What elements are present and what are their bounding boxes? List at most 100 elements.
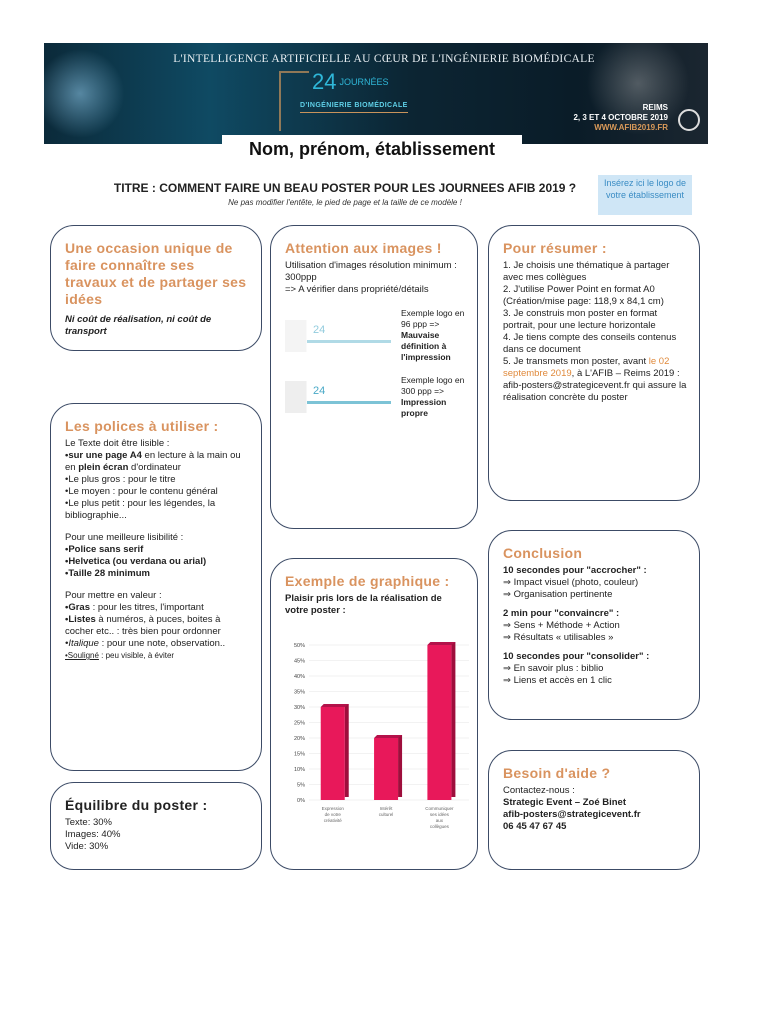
conclusion-item: ⇒ Liens et accès en 1 clic (503, 675, 612, 686)
conclusion-h1: 10 secondes pour "accrocher" : (503, 565, 647, 576)
text: : peu visible, à éviter (98, 651, 175, 660)
polices-line4: •Le plus petit : pour les légendes, la b… (65, 498, 216, 521)
x-category-label: Communiquer (425, 806, 454, 811)
equilibre-heading: Équilibre du poster : (65, 797, 208, 813)
bar-side (398, 735, 403, 797)
images-heading: Attention aux images ! (285, 240, 442, 256)
example-caption: Exemple logo en 96 ppp => (401, 308, 465, 329)
valeur-intro: Pour mettre en valeur : (65, 590, 162, 601)
conclusion-item: ⇒ En savoir plus : biblio (503, 663, 604, 674)
text: à numéros, à puces, boites à cocher etc.… (65, 614, 221, 637)
example-verdict: Mauvaise définition à l'impression (401, 330, 451, 362)
example-verdict: Impression propre (401, 397, 447, 418)
text: : pour une note, observation.. (98, 638, 226, 649)
step-4: 4. Je tiens compte des conseils contenus… (503, 332, 677, 355)
edition-suffix: JOURNÉES (339, 77, 389, 87)
step-3: 3. Je construis mon poster en format por… (503, 308, 658, 331)
conclusion-heading: Conclusion (503, 545, 583, 561)
x-category-label: culturel (379, 812, 394, 817)
y-tick-label: 25% (294, 721, 305, 727)
aide-org: Strategic Event – Zoé Binet (503, 797, 627, 808)
text-bold: •Gras (65, 602, 90, 613)
low-res-logo: 24 (285, 319, 393, 352)
logo-example-300: 24 Exemple logo en 300 ppp => Impression … (285, 375, 469, 419)
lisibilite-3: •Taille 28 minimum (65, 568, 150, 579)
y-tick-label: 45% (294, 659, 305, 665)
y-tick-label: 30% (294, 705, 305, 711)
deadline: le 02 septembre 2019 (503, 356, 670, 379)
x-category-label: ses idées (430, 812, 450, 817)
x-category-label: de votre (325, 812, 342, 817)
cell-graphic (578, 43, 698, 144)
ai-face-graphic (44, 43, 134, 144)
conclusion-item: ⇒ Impact visuel (photo, couleur) (503, 577, 639, 588)
polices-box: Les polices à utiliser : Le Texte doit ê… (50, 403, 262, 771)
conclusion-item: ⇒ Sens + Méthode + Action (503, 620, 620, 631)
text: : pour les titres, l'important (89, 602, 204, 613)
banner-title: L'INTELLIGENCE ARTIFICIELLE AU CŒUR DE L… (173, 53, 595, 65)
example-caption: Exemple logo en 300 ppp => (401, 375, 465, 396)
bar-side (344, 704, 349, 797)
y-tick-label: 35% (294, 690, 305, 696)
images-box: Attention aux images ! Utilisation d'ima… (270, 225, 478, 529)
aide-heading: Besoin d'aide ? (503, 765, 611, 781)
equilibre-images: Images: 40% (65, 829, 121, 840)
aide-box: Besoin d'aide ? Contactez-nous : Strateg… (488, 750, 700, 870)
step-1: 1. Je choisis une thématique à partager … (503, 260, 670, 283)
step-2: 2. J'utilise Power Point en format A0 (503, 284, 655, 295)
logo-placeholder: Insérez ici le logo de votre établisseme… (598, 175, 692, 215)
logo-text: 24 (313, 323, 326, 336)
text: d'ordinateur (128, 462, 181, 473)
y-tick-label: 40% (294, 674, 305, 680)
resumer-heading: Pour résumer : (503, 240, 607, 256)
occasion-box: Une occasion unique de faire connaître s… (50, 225, 262, 351)
bar-top (374, 735, 403, 738)
aide-email[interactable]: afib-posters@strategicevent.fr (503, 809, 641, 820)
x-category-label: créativité (324, 818, 343, 823)
polices-heading: Les polices à utiliser : (65, 418, 219, 434)
bar-side (451, 642, 456, 797)
graph-box: Exemple de graphique : Plaisir pris lors… (270, 558, 478, 870)
conclusion-h3: 10 secondes pour "consolider" : (503, 651, 650, 662)
banner-event: D'INGÉNIERIE BIOMÉDICALE (300, 101, 408, 113)
text-bold: •sur une page A4 (65, 450, 142, 461)
polices-line2: •Le plus gros : pour le titre (65, 474, 176, 485)
bar (374, 738, 399, 800)
conclusion-item: ⇒ Organisation pertinente (503, 589, 613, 600)
y-tick-label: 20% (294, 736, 305, 742)
bar-top (427, 642, 456, 645)
banner-info: REIMS 2, 3 ET 4 OCTOBRE 2019 WWW.AFIB201… (573, 103, 668, 133)
x-category-label: Expression (322, 806, 345, 811)
y-tick-label: 0% (297, 798, 305, 804)
resumer-box: Pour résumer : 1. Je choisis une thémati… (488, 225, 700, 501)
polices-line3: •Le moyen : pour le contenu général (65, 486, 218, 497)
graph-heading: Exemple de graphique : (285, 573, 450, 589)
polices-intro: Le Texte doit être lisible : (65, 438, 170, 449)
bar (320, 707, 345, 800)
y-tick-label: 10% (294, 767, 305, 773)
x-category-label: Intérêt (380, 806, 394, 811)
y-tick-label: 5% (297, 783, 305, 789)
banner-edition: 24 JOURNÉES (312, 69, 389, 95)
images-check: => A vérifier dans propriété/détails (285, 284, 429, 295)
aide-phone: 06 45 47 67 45 (503, 821, 567, 832)
equilibre-box: Équilibre du poster : Texte: 30% Images:… (50, 782, 262, 870)
equilibre-vide: Vide: 30% (65, 841, 109, 852)
step-2-format: (Création/mise page: 118,9 x 84,1 cm) (503, 296, 664, 307)
high-res-logo: 24 (285, 381, 393, 413)
bar (427, 645, 452, 800)
edition-number: 24 (312, 69, 337, 94)
lisibilite-1: •Police sans serif (65, 544, 144, 555)
text: 5. Je transmets mon poster, avant (503, 356, 649, 367)
polices-line1: •sur une page A4 en lecture à la main ou… (65, 450, 249, 474)
y-tick-label: 50% (294, 643, 305, 649)
header-banner: L'INTELLIGENCE ARTIFICIELLE AU CŒUR DE L… (44, 43, 708, 144)
logo-text: 24 (313, 385, 326, 397)
valeur-2: •Listes à numéros, à puces, boites à coc… (65, 614, 249, 638)
banner-dates: 2, 3 ET 4 OCTOBRE 2019 (573, 113, 668, 122)
valeur-1: •Gras : pour les titres, l'important (65, 602, 249, 614)
bar-chart: 0% 5% 10% 15% 20% 25% 30% 35% 40% 45% 50% Expressio… (285, 635, 475, 840)
poster-title: TITRE : COMMENT FAIRE UN BEAU POSTER POU… (113, 181, 577, 195)
conclusion-h2: 2 min pour "convaincre" : (503, 608, 620, 619)
chart-svg: 0% 5% 10% 15% 20% 25% 30% 35% 40% 45% 50% Expressio… (294, 642, 469, 829)
